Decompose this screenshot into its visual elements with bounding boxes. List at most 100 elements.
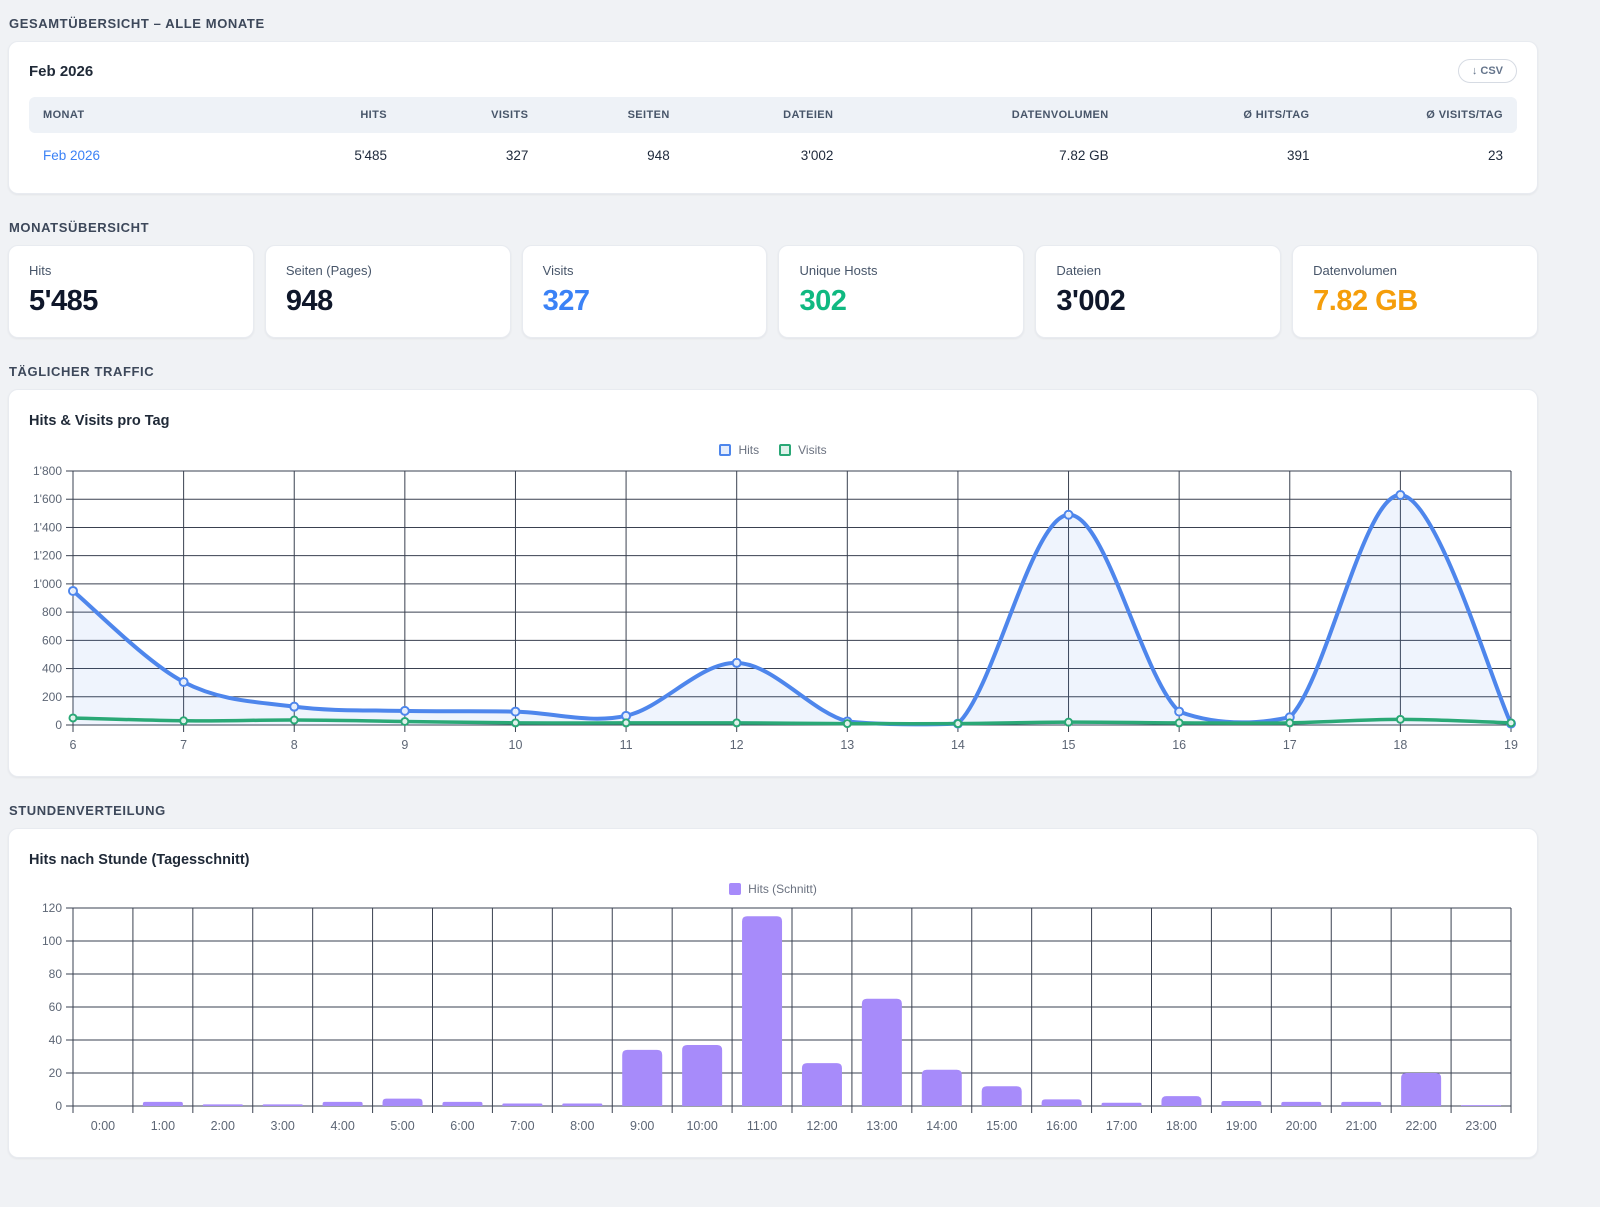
daily-chart-legend: Hits Visits (29, 441, 1517, 459)
column-header: DATENVOLUMEN (847, 97, 1122, 133)
table-cell: 5'485 (267, 133, 401, 173)
svg-text:1'600: 1'600 (33, 492, 62, 506)
svg-text:14: 14 (951, 738, 965, 752)
svg-text:600: 600 (42, 633, 62, 647)
csv-download-button[interactable]: ↓ CSV (1458, 59, 1517, 83)
svg-text:13:00: 13:00 (866, 1119, 897, 1133)
legend-item[interactable]: Hits (719, 443, 759, 457)
column-header: DATEIEN (684, 97, 848, 133)
svg-text:1'200: 1'200 (33, 549, 62, 563)
svg-text:60: 60 (49, 1000, 63, 1014)
hourly-chart-legend: Hits (Schnitt) (29, 880, 1517, 898)
svg-text:20: 20 (49, 1066, 63, 1080)
table-cell: 327 (401, 133, 542, 173)
stat-value: 327 (543, 285, 747, 318)
overview-card-header: Feb 2026 ↓ CSV (29, 59, 1517, 83)
svg-text:17:00: 17:00 (1106, 1119, 1137, 1133)
svg-text:5:00: 5:00 (390, 1119, 414, 1133)
svg-text:4:00: 4:00 (330, 1119, 354, 1133)
stat-card: Visits 327 (522, 245, 768, 338)
column-header: MONAT (29, 97, 267, 133)
svg-text:1'400: 1'400 (33, 520, 62, 534)
svg-text:1'800: 1'800 (33, 464, 62, 478)
hourly-chart-title: Hits nach Stunde (Tagesschnitt) (29, 852, 1517, 868)
svg-text:11:00: 11:00 (747, 1119, 777, 1133)
dashboard: GESAMTÜBERSICHT – ALLE MONATE Feb 2026 ↓… (0, 0, 1532, 1158)
stat-cards: Hits 5'485 Seiten (Pages)948 Visits 327 Uniqu… (8, 245, 1538, 338)
stat-value: 3'002 (1056, 285, 1260, 318)
svg-text:13: 13 (840, 738, 854, 752)
column-header: Ø HITS/TAG (1123, 97, 1324, 133)
overview-card-title: Feb 2026 (29, 63, 93, 80)
column-header: SEITEN (542, 97, 683, 133)
svg-text:200: 200 (42, 690, 62, 704)
svg-text:10:00: 10:00 (686, 1119, 717, 1133)
table-cell: 948 (542, 133, 683, 173)
overview-card: Feb 2026 ↓ CSV MONATHITSVISITSSEITENDATE… (8, 41, 1538, 194)
column-header: VISITS (401, 97, 542, 133)
svg-text:120: 120 (42, 902, 62, 915)
svg-text:12: 12 (730, 738, 744, 752)
stat-label: Datenvolumen (1313, 263, 1517, 278)
svg-text:80: 80 (49, 967, 63, 981)
svg-text:100: 100 (42, 934, 62, 948)
svg-text:21:00: 21:00 (1346, 1119, 1377, 1133)
stat-label: Hits (29, 263, 233, 278)
legend-item[interactable]: Visits (779, 443, 826, 457)
legend-swatch-icon (779, 444, 791, 456)
svg-text:800: 800 (42, 605, 62, 619)
svg-text:23:00: 23:00 (1465, 1119, 1496, 1133)
months-table: MONATHITSVISITSSEITENDATEIENDATENVOLUMEN… (29, 97, 1517, 173)
svg-text:9:00: 9:00 (630, 1119, 654, 1133)
stat-label: Dateien (1056, 263, 1260, 278)
svg-text:7: 7 (180, 738, 187, 752)
hourly-chart: 0204060801001200:001:002:003:004:005:006… (29, 902, 1519, 1136)
svg-text:22:00: 22:00 (1405, 1119, 1436, 1133)
stat-value: 7.82 GB (1313, 285, 1517, 318)
svg-text:6: 6 (70, 738, 77, 752)
legend-swatch-icon (729, 883, 741, 895)
svg-text:3:00: 3:00 (271, 1119, 295, 1133)
stat-card: Dateien 3'002 (1035, 245, 1281, 338)
legend-item[interactable]: Hits (Schnitt) (729, 882, 817, 896)
legend-label: Hits (Schnitt) (748, 882, 817, 896)
table-cell: 7.82 GB (847, 133, 1122, 173)
daily-chart-title: Hits & Visits pro Tag (29, 413, 1517, 429)
table-header-row: MONATHITSVISITSSEITENDATEIENDATENVOLUMEN… (29, 97, 1517, 133)
svg-text:9: 9 (401, 738, 408, 752)
legend-label: Hits (738, 443, 759, 457)
legend-swatch-icon (719, 444, 731, 456)
svg-text:0: 0 (55, 718, 62, 732)
section-title-daily: TÄGLICHER TRAFFIC (9, 364, 1532, 379)
daily-traffic-chart: 0 200 400 600 800 1'000 1'200 1'400 1'600 1'800 6 7… (29, 463, 1519, 755)
stat-card: Datenvolumen 7.82 GB (1292, 245, 1538, 338)
stat-value: 5'485 (29, 285, 233, 318)
legend-label: Visits (798, 443, 826, 457)
stat-card: Unique Hosts302 (778, 245, 1024, 338)
svg-text:11: 11 (620, 738, 633, 752)
stat-label: Visits (543, 263, 747, 278)
table-cell: 3'002 (684, 133, 848, 173)
stat-label: Unique Hosts (799, 263, 1003, 278)
svg-text:2:00: 2:00 (211, 1119, 235, 1133)
section-title-overview: GESAMTÜBERSICHT – ALLE MONATE (9, 16, 1532, 31)
svg-text:7:00: 7:00 (510, 1119, 534, 1133)
svg-text:6:00: 6:00 (450, 1119, 474, 1133)
svg-text:19:00: 19:00 (1226, 1119, 1257, 1133)
svg-text:400: 400 (42, 662, 62, 676)
section-title-monthly: MONATSÜBERSICHT (9, 220, 1532, 235)
svg-text:1:00: 1:00 (151, 1119, 175, 1133)
table-cell: 391 (1123, 133, 1324, 173)
svg-text:8: 8 (291, 738, 298, 752)
svg-text:12:00: 12:00 (806, 1119, 837, 1133)
svg-text:16: 16 (1172, 738, 1186, 752)
svg-text:0: 0 (55, 1099, 62, 1113)
stat-card: Seiten (Pages)948 (265, 245, 511, 338)
month-link[interactable]: Feb 2026 (29, 133, 267, 173)
svg-text:0:00: 0:00 (91, 1119, 115, 1133)
hourly-card: Hits nach Stunde (Tagesschnitt) Hits (Sc… (8, 828, 1538, 1158)
table-cell: 23 (1324, 133, 1517, 173)
svg-text:14:00: 14:00 (926, 1119, 957, 1133)
svg-text:8:00: 8:00 (570, 1119, 594, 1133)
svg-text:1'000: 1'000 (33, 577, 62, 591)
